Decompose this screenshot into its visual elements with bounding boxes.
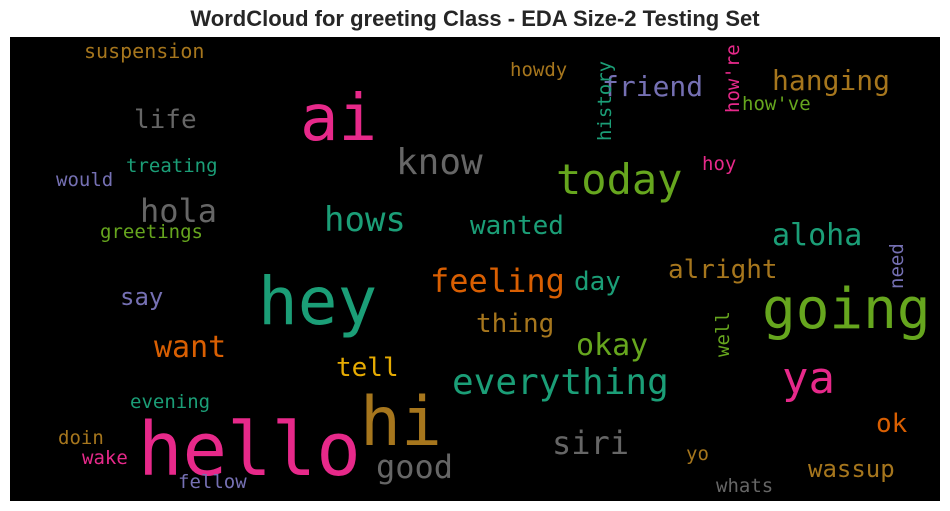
word-doin: doin — [58, 427, 104, 449]
word-want: want — [154, 330, 227, 365]
word-hi: hi — [360, 383, 442, 462]
word-ai: ai — [300, 82, 378, 156]
word-hoy: hoy — [702, 153, 737, 175]
word-hola: hola — [140, 192, 218, 230]
word-wassup: wassup — [808, 455, 895, 483]
chart-title: WordCloud for greeting Class - EDA Size-… — [190, 6, 760, 31]
word-good: good — [376, 448, 454, 486]
word-evening: evening — [130, 391, 211, 413]
word-hows: hows — [324, 200, 406, 240]
word-well: well — [712, 311, 734, 357]
word-okay: okay — [576, 328, 649, 363]
word-howdy: howdy — [510, 59, 568, 81]
word-suspension: suspension — [84, 39, 205, 63]
word-feeling: feeling — [430, 262, 565, 300]
word-aloha: aloha — [772, 218, 863, 253]
word-say: say — [120, 283, 164, 311]
word-friend: friend — [602, 70, 704, 103]
word-ya: ya — [782, 353, 835, 404]
wordcloud-canvas: hello hey hi ai going ya today everything know ho… — [10, 37, 940, 501]
word-know: know — [396, 142, 483, 183]
word-everything: everything — [452, 362, 669, 403]
word-hey: hey — [258, 263, 378, 340]
word-whats: whats — [716, 475, 774, 497]
word-ok: ok — [876, 409, 908, 439]
word-day: day — [574, 267, 621, 297]
word-hanging: hanging — [772, 64, 891, 97]
word-going: going — [762, 277, 931, 342]
word-greetings: greetings — [100, 221, 203, 243]
word-siri: siri — [552, 424, 630, 462]
word-tell: tell — [336, 353, 399, 383]
word-howve: how've — [742, 93, 811, 115]
word-history: history — [594, 60, 616, 141]
word-thing: thing — [476, 309, 555, 339]
word-howre: how're — [722, 44, 744, 113]
word-hello: hello — [138, 407, 361, 493]
word-wanted: wanted — [470, 211, 564, 241]
word-wake: wake — [82, 447, 128, 469]
word-need: need — [886, 243, 908, 289]
word-life: life — [134, 105, 197, 135]
word-fellow: fellow — [178, 471, 247, 493]
word-alright: alright — [668, 255, 778, 285]
word-yo: yo — [686, 443, 709, 465]
word-treating: treating — [126, 155, 218, 177]
word-would: would — [56, 169, 114, 191]
word-today: today — [556, 155, 683, 204]
